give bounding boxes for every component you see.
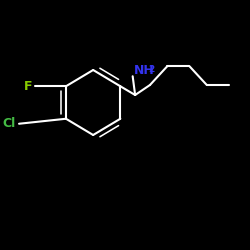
Text: NH: NH (134, 64, 155, 76)
Text: Cl: Cl (3, 117, 16, 130)
Text: 2: 2 (149, 65, 155, 74)
Text: F: F (24, 80, 32, 93)
